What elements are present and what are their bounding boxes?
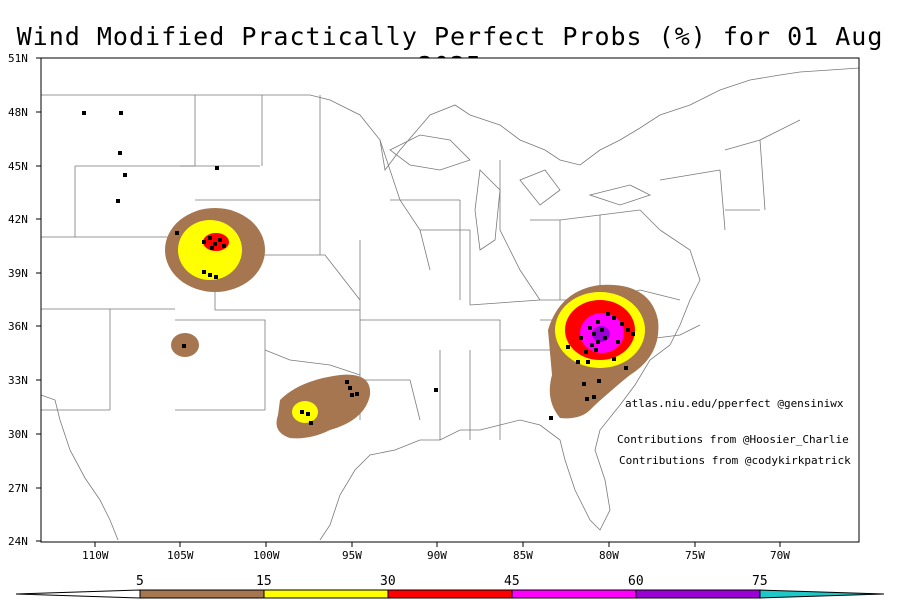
credit-url: atlas.niu.edu/pperfect @gensiniwx <box>625 397 844 410</box>
colorbar-bin <box>511 589 637 599</box>
lon-label: 105W <box>167 549 194 562</box>
lat-label: 27N <box>8 482 28 495</box>
colorbar-bin <box>387 589 513 599</box>
colorbar-bin <box>263 589 389 599</box>
colorbar-label: 5 <box>136 574 144 589</box>
lat-label: 30N <box>8 428 28 441</box>
colorbar <box>15 589 885 599</box>
colorbar-bin <box>139 589 265 599</box>
contour-15pct-texas <box>292 401 318 423</box>
lat-label: 45N <box>8 160 28 173</box>
map-frame <box>40 57 860 543</box>
lat-label: 48N <box>8 106 28 119</box>
colorbar-bin <box>635 589 761 599</box>
colorbar-label: 30 <box>380 574 396 589</box>
colorbar-high-arrow <box>759 589 885 599</box>
colorbar-low-arrow <box>15 589 141 599</box>
credit-contributor: Contributions from @codykirkpatrick <box>619 454 851 467</box>
colorbar-label: 45 <box>504 574 520 589</box>
lat-label: 33N <box>8 374 28 387</box>
lat-label: 24N <box>8 535 28 548</box>
lat-label: 36N <box>8 320 28 333</box>
lat-label: 42N <box>8 213 28 226</box>
lat-label: 39N <box>8 267 28 280</box>
credit-contributor: Contributions from @Hoosier_Charlie <box>617 433 849 446</box>
lat-label: 51N <box>8 52 28 65</box>
contour-5pct-texas <box>276 374 371 439</box>
lon-label: 75W <box>685 549 705 562</box>
lon-label: 100W <box>253 549 280 562</box>
colorbar-label: 15 <box>256 574 272 589</box>
lon-label: 95W <box>342 549 362 562</box>
lon-label: 85W <box>513 549 533 562</box>
lon-label: 80W <box>599 549 619 562</box>
axis-ticks <box>36 57 781 547</box>
colorbar-label: 75 <box>752 574 768 589</box>
lon-label: 110W <box>82 549 109 562</box>
lon-label: 70W <box>770 549 790 562</box>
colorbar-label: 60 <box>628 574 644 589</box>
lon-label: 90W <box>427 549 447 562</box>
wind-reports <box>82 111 635 425</box>
